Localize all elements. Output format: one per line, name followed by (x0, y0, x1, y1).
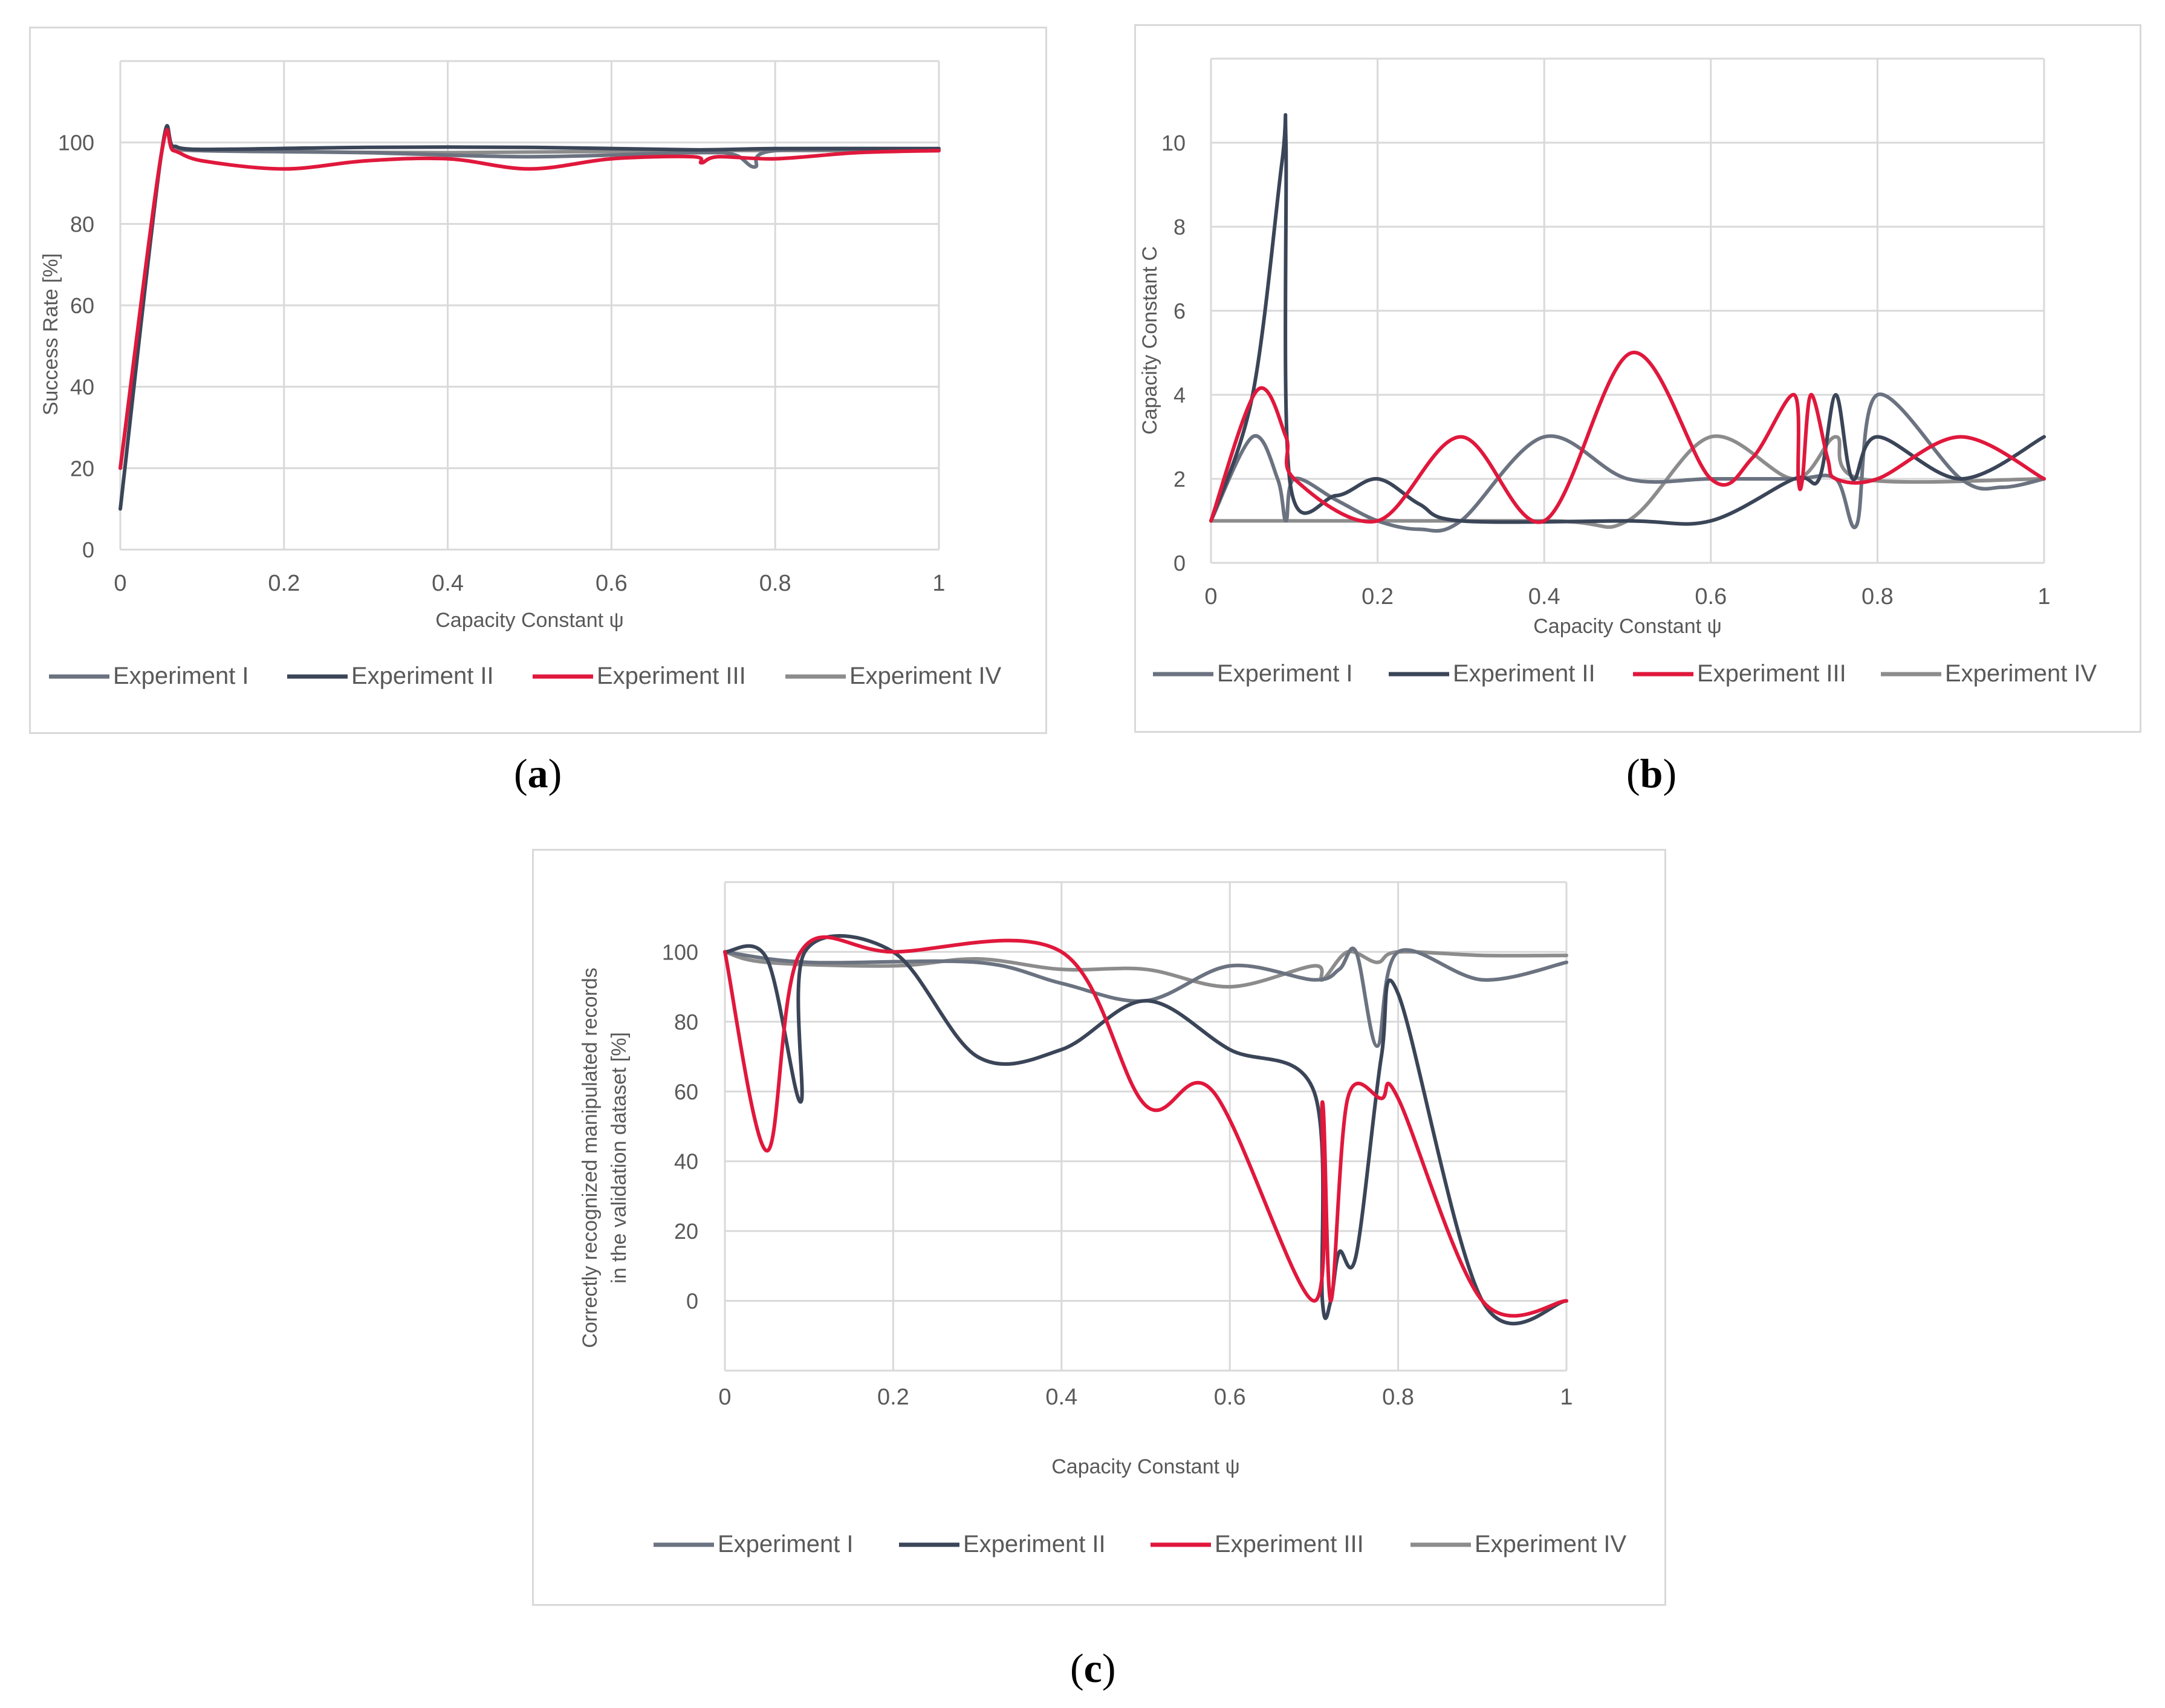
chart-b-ytick-label: 2 (1173, 467, 1186, 492)
chart-a-series-experiment-iv (118, 128, 941, 470)
chart-b-ytick-label: 10 (1161, 131, 1186, 155)
chart-c-ytick-label: 40 (674, 1149, 698, 1174)
chart-b-ytick-label: 8 (1173, 215, 1186, 239)
chart-a-ylabel: Success Rate [%] (39, 253, 62, 415)
chart-c-xtick-label: 0.6 (1214, 1385, 1246, 1410)
chart-c-ylabel: Correctly recognized manipulated records (579, 967, 602, 1348)
chart-a-xlabel: Capacity Constant ψ (435, 609, 624, 632)
chart-b-xtick-label: 0 (1204, 584, 1217, 609)
chart-b-xtick-label: 1 (2037, 584, 2050, 609)
chart-c-series-experiment-iii (723, 935, 1568, 1318)
chart-a-xtick-label: 0 (114, 571, 126, 596)
chart-c-xtick-label: 0.4 (1045, 1385, 1077, 1410)
chart-a-xtick-label: 0.8 (759, 571, 791, 596)
chart-b-ylabel: Capacity Constant C (1138, 246, 1161, 435)
chart-b-legend-label: Experiment II (1453, 660, 1595, 687)
chart-a-ytick-label: 80 (70, 212, 94, 236)
chart-c-ytick-label: 80 (674, 1010, 698, 1034)
chart-c-grid (724, 881, 1568, 1372)
chart-a-ytick-label: 40 (70, 375, 94, 400)
chart-c-ytick-label: 20 (674, 1219, 698, 1244)
chart-a-svg: 0 20 40 60 80 100 0 0.2 0.4 0.6 0.8 1 Capacity Const… (39, 60, 1002, 689)
chart-a-xtick-label: 1 (932, 571, 945, 596)
chart-c-legend-label: Experiment II (963, 1531, 1106, 1557)
chart-a-ytick-label: 100 (58, 131, 94, 155)
chart-c-svg: 0 20 40 60 80 100 0 0.2 0.4 0.6 0.8 1 Capacity Const… (579, 881, 1627, 1557)
chart-c-ytick-label: 0 (686, 1289, 698, 1314)
chart-a-legend-label: Experiment III (597, 663, 746, 689)
chart-a-series-experiment-iii (118, 128, 941, 470)
chart-a-xtick-label: 0.4 (432, 571, 464, 596)
chart-b-xtick-label: 0.4 (1528, 584, 1560, 609)
chart-b-ytick-label: 0 (1173, 551, 1186, 576)
chart-b-grid (1210, 57, 2045, 564)
caption-a-letter: a (527, 750, 548, 796)
chart-b-ytick-label: 4 (1173, 383, 1186, 408)
chart-a-legend-label: Experiment I (113, 663, 249, 689)
chart-c-xlabel: Capacity Constant ψ (1051, 1455, 1240, 1478)
chart-b-series-experiment-iv (1209, 434, 2046, 529)
chart-c-series-experiment-iv (723, 949, 1568, 989)
chart-b-legend-label: Experiment IV (1945, 660, 2097, 687)
chart-a-ytick-label: 20 (70, 456, 94, 481)
caption-a: (a) (514, 750, 562, 796)
chart-c-legend-label: Experiment IV (1475, 1531, 1627, 1557)
chart-c-series-experiment-i (723, 946, 1568, 1048)
chart-b-series-experiment-iii (1209, 351, 2046, 524)
chart-a-legend-label: Experiment II (351, 663, 494, 689)
chart-b-legend-label: Experiment I (1217, 660, 1353, 687)
chart-c-series-experiment-ii (723, 934, 1568, 1326)
chart-a-xtick-label: 0.6 (596, 571, 628, 596)
chart-c-ytick-label: 60 (674, 1079, 698, 1104)
caption-b-letter: b (1640, 750, 1663, 796)
chart-c-ylabel-line2: in the validation dataset [%] (608, 1032, 631, 1284)
chart-b-series-experiment-i (1209, 392, 2046, 533)
chart-a-grid (119, 60, 940, 551)
chart-a-xtick-label: 0.2 (268, 571, 300, 596)
chart-b-svg: 0 2 4 6 8 10 0 0.2 0.4 0.6 0.8 1 Capacity Constant ψ… (1138, 57, 2097, 687)
chart-c-legend-label: Experiment I (718, 1531, 854, 1557)
chart-a-ytick-label: 60 (70, 293, 94, 318)
chart-c-xtick-label: 1 (1560, 1385, 1573, 1410)
chart-b-xtick-label: 0.8 (1862, 584, 1894, 609)
chart-b-series-experiment-ii (1209, 113, 2046, 526)
chart-c-xtick-label: 0 (718, 1385, 731, 1410)
chart-c-legend-label: Experiment III (1215, 1531, 1364, 1557)
caption-c-letter: c (1083, 1645, 1102, 1691)
chart-a-ytick-label: 0 (82, 537, 94, 562)
chart-a-series-experiment-ii (118, 124, 941, 511)
chart-b-xtick-label: 0.2 (1362, 584, 1394, 609)
chart-c-ytick-label: 100 (662, 940, 698, 964)
chart-b-legend-label: Experiment III (1697, 660, 1846, 687)
chart-b-ytick-label: 6 (1173, 299, 1186, 323)
chart-c-xtick-label: 0.8 (1382, 1385, 1414, 1410)
caption-c: (c) (1070, 1645, 1116, 1691)
chart-b-xtick-label: 0.6 (1695, 584, 1727, 609)
chart-c-xtick-label: 0.2 (877, 1385, 909, 1410)
chart-panel-c: 0 20 40 60 80 100 0 0.2 0.4 0.6 0.8 1 Capacity Const… (532, 849, 1666, 1606)
chart-panel-a: 0 20 40 60 80 100 0 0.2 0.4 0.6 0.8 1 Capacity Const… (29, 27, 1047, 734)
chart-panel-b: 0 2 4 6 8 10 0 0.2 0.4 0.6 0.8 1 Capacity Constant ψ… (1134, 24, 2141, 733)
caption-b: (b) (1626, 750, 1677, 796)
chart-b-xlabel: Capacity Constant ψ (1533, 615, 1722, 638)
chart-a-series-experiment-i (118, 126, 941, 470)
chart-a-legend-label: Experiment IV (849, 663, 1002, 689)
